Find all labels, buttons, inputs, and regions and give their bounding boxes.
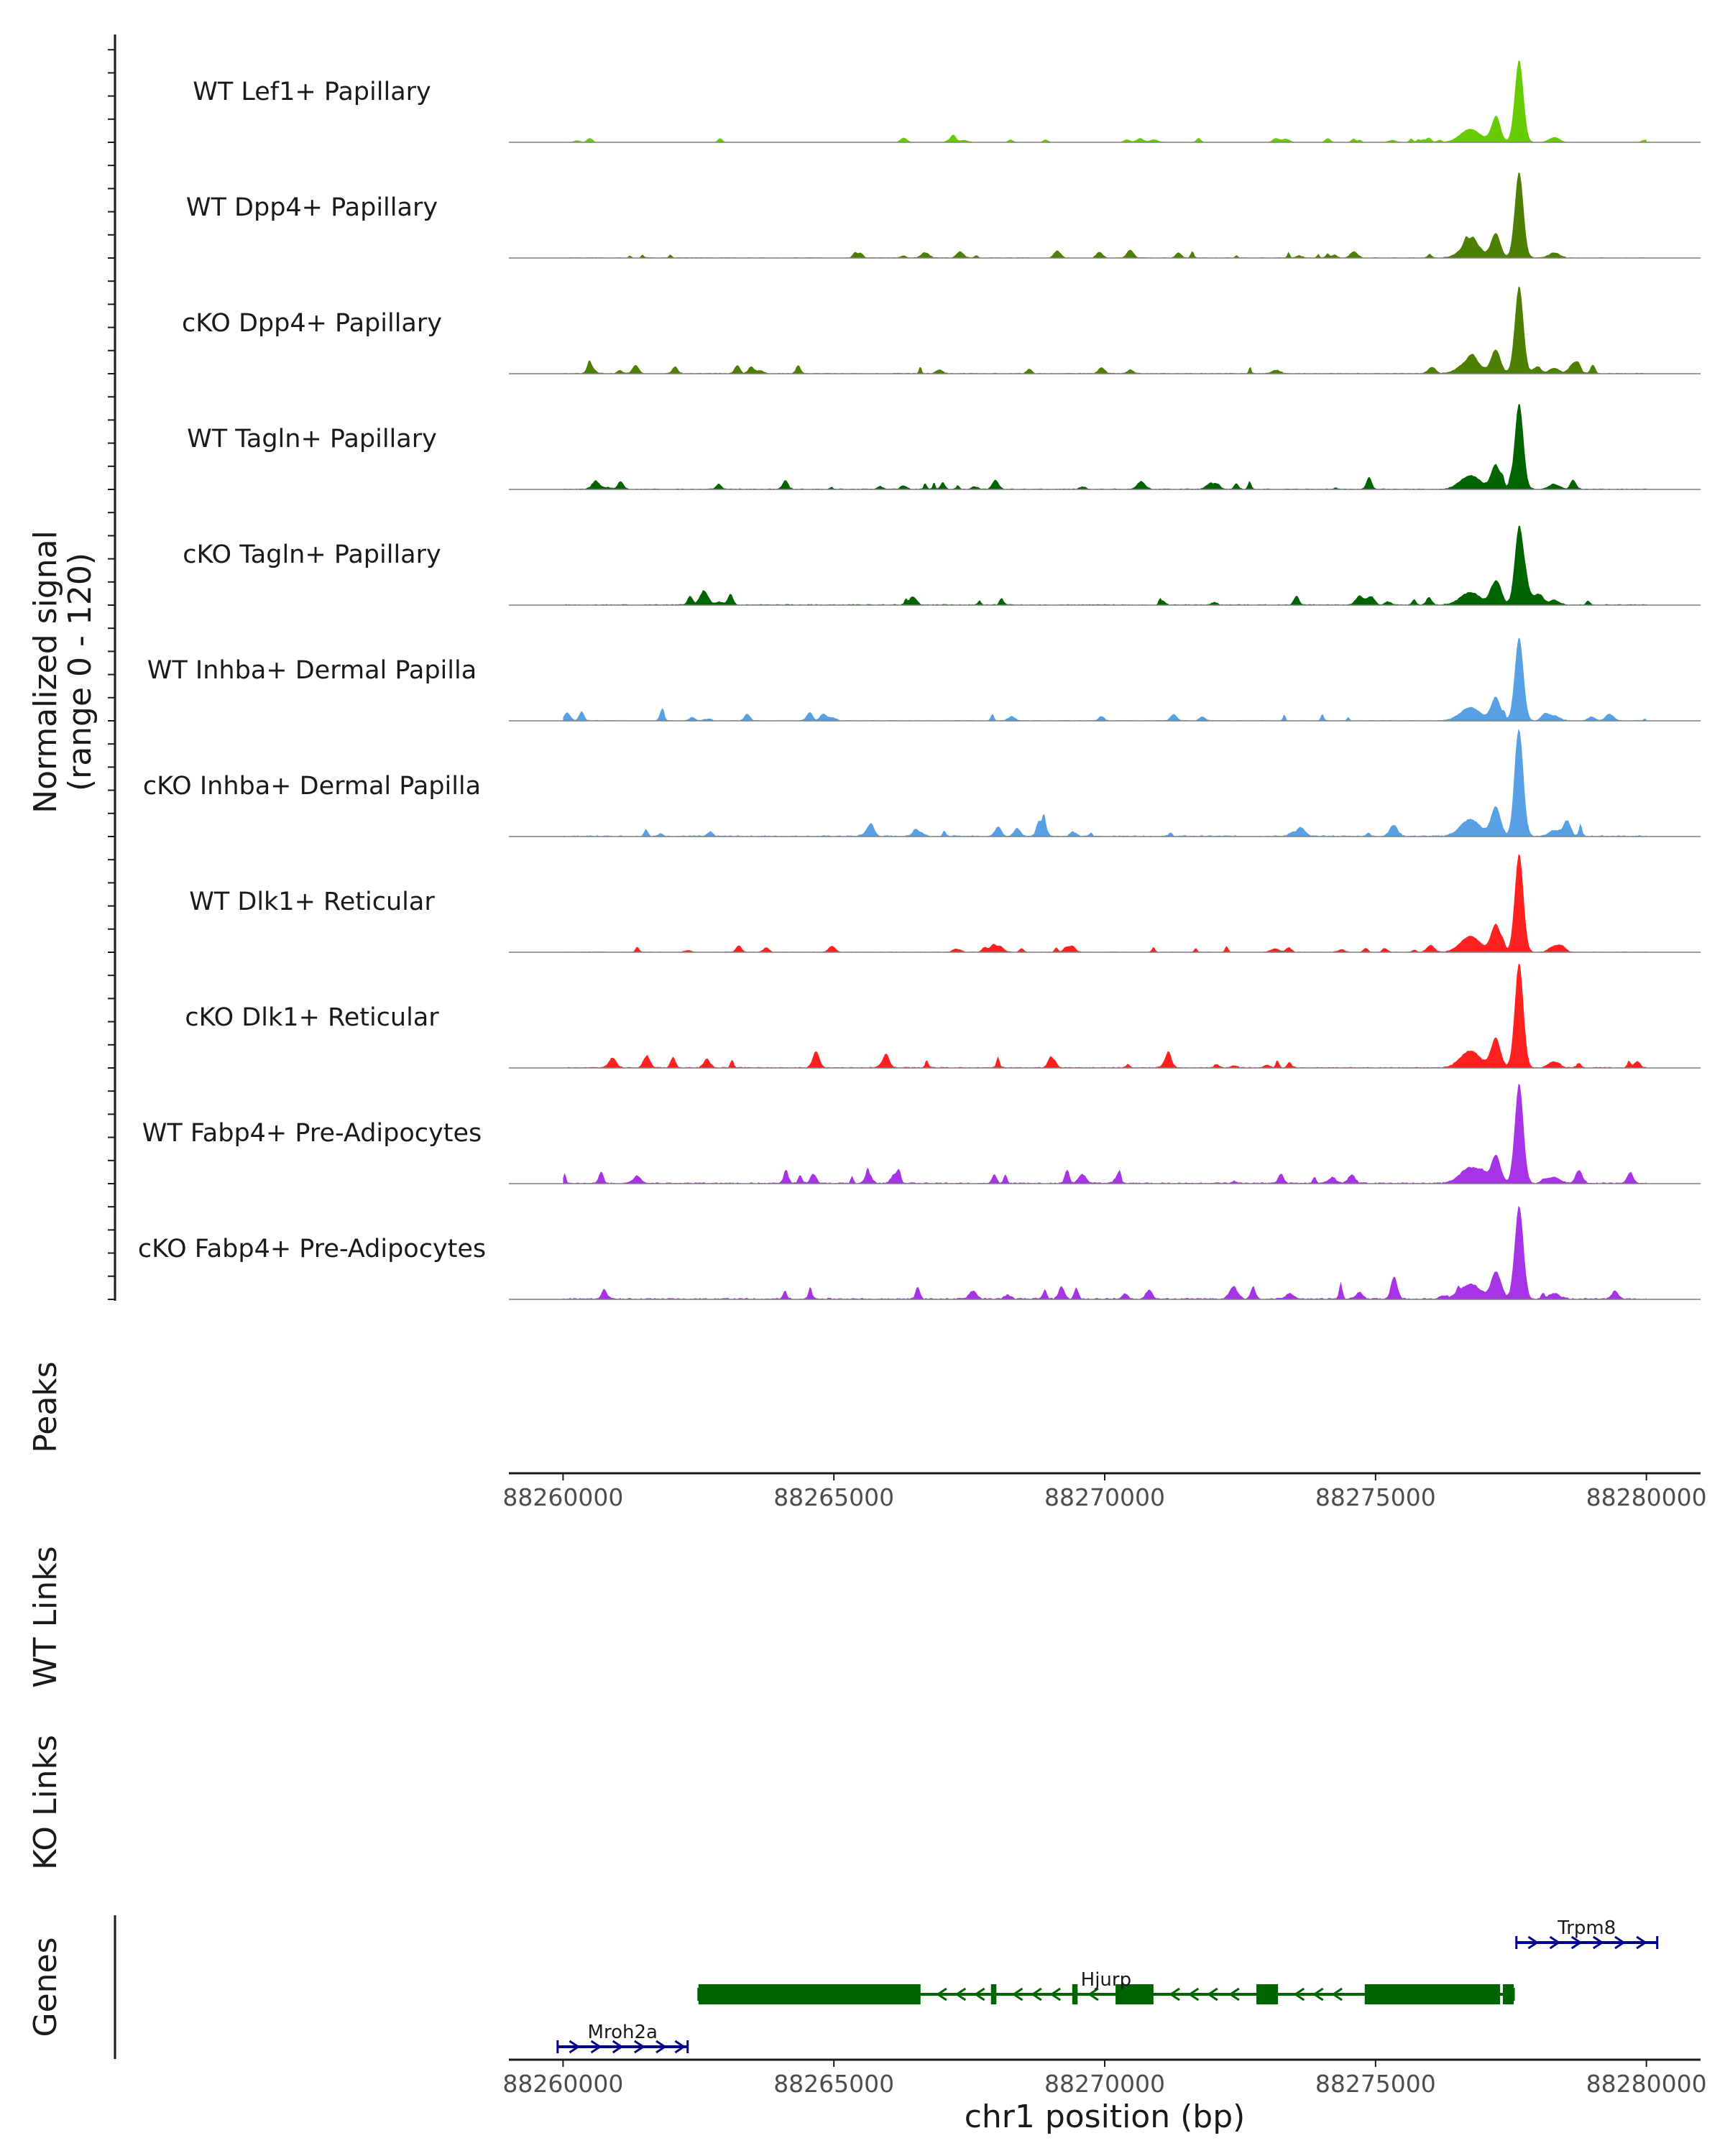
track-signal-area bbox=[563, 404, 1647, 489]
track-signal-area bbox=[563, 172, 1647, 258]
gene-name-label: Mroh2a bbox=[588, 2022, 658, 2043]
x-tick-label: 88275000 bbox=[1315, 2070, 1436, 2098]
gene-strand-arrow bbox=[1527, 1935, 1540, 1950]
gene-strand-arrow bbox=[973, 1987, 985, 2001]
track-label: WT Tagln+ Papillary bbox=[187, 425, 437, 453]
track-signal-area bbox=[563, 525, 1647, 605]
gene-strand-arrow bbox=[1049, 1987, 1062, 2001]
gene-strand-arrow bbox=[1614, 1935, 1626, 1950]
gene-strand-arrow bbox=[1187, 1987, 1200, 2001]
gene-trpm8: Trpm8 bbox=[1515, 1917, 1659, 1950]
gene-strand-arrow bbox=[1312, 1987, 1324, 2001]
gene-exon bbox=[1502, 1984, 1514, 2004]
coverage-y-title-line2: (range 0 - 120) bbox=[62, 553, 98, 791]
track-signal-area bbox=[563, 1083, 1647, 1184]
track-label: WT Fabp4+ Pre-Adipocytes bbox=[142, 1119, 482, 1148]
track-signal-area bbox=[563, 1205, 1647, 1299]
gene-name-label: Hjurp bbox=[1081, 1969, 1131, 1991]
gene-strand-arrow bbox=[634, 2040, 645, 2054]
track-label: cKO Dlk1+ Reticular bbox=[185, 1003, 439, 1032]
gene-strand-arrow bbox=[1549, 1935, 1561, 1950]
gene-exon bbox=[1072, 1984, 1078, 2004]
gene-exon bbox=[990, 1984, 997, 2004]
gene-exon bbox=[698, 1984, 921, 2004]
x-tick-label: 88275000 bbox=[1315, 1483, 1436, 1511]
track-signal-area bbox=[563, 637, 1647, 721]
track-label: WT Inhba+ Dermal Papilla bbox=[147, 656, 477, 685]
gene-name-label: Trpm8 bbox=[1557, 1917, 1616, 1939]
x-tick-label: 88270000 bbox=[1044, 2070, 1165, 2098]
coverage-y-ticks bbox=[108, 49, 115, 1300]
gene-strand-arrow bbox=[656, 2040, 667, 2054]
gene-strand-arrow bbox=[1228, 1987, 1240, 2001]
track-signal-area bbox=[563, 964, 1647, 1068]
gene-strand-arrow bbox=[569, 2040, 581, 2054]
track-signal-area bbox=[563, 729, 1647, 837]
wt-links-panel-title: WT Links bbox=[27, 1546, 64, 1687]
gene-strand-arrow bbox=[936, 1987, 947, 2001]
gene-strand-arrow bbox=[1087, 1987, 1099, 2001]
gene-strand-arrow bbox=[1169, 1987, 1180, 2001]
gene-strand-arrow bbox=[1592, 1935, 1604, 1950]
gene-strand-arrow bbox=[590, 2040, 602, 2054]
x-tick-label: 88260000 bbox=[502, 1483, 623, 1511]
ko-links-panel-title: KO Links bbox=[27, 1735, 64, 1870]
gene-strand-arrow bbox=[954, 1987, 967, 2001]
gene-strand-arrow bbox=[1570, 1935, 1583, 1950]
gene-models: Trpm8 Hjurp Mroh2a bbox=[556, 1917, 1659, 2054]
gene-strand-arrow bbox=[1207, 1987, 1218, 2001]
track-signal-area bbox=[563, 286, 1647, 374]
coverage-tracks: WT Lef1+ Papillary WT Dpp4+ Papillary cKO … bbox=[138, 60, 1701, 1300]
track-label: cKO Tagln+ Papillary bbox=[183, 540, 441, 569]
gene-strand-arrow bbox=[1031, 1987, 1042, 2001]
genes-x-axis: 88260000 88265000 88270000 88275000 88280000 bbox=[502, 2060, 1707, 2098]
track-label: WT Lef1+ Papillary bbox=[193, 78, 431, 106]
gene-exon bbox=[1256, 1984, 1279, 2004]
track-label: cKO Fabp4+ Pre-Adipocytes bbox=[138, 1235, 486, 1263]
track-label: WT Dpp4+ Papillary bbox=[186, 193, 438, 222]
track-label: cKO Dpp4+ Papillary bbox=[182, 309, 442, 338]
gene-strand-arrow bbox=[674, 2040, 686, 2054]
x-tick-label: 88260000 bbox=[502, 2070, 623, 2098]
gene-strand-arrow bbox=[1636, 1935, 1647, 1950]
x-tick-label: 88270000 bbox=[1044, 1483, 1165, 1511]
gene-strand-arrow bbox=[1011, 1987, 1024, 2001]
coverage-y-title-line1: Normalized signal bbox=[27, 530, 64, 814]
gene-exon bbox=[1364, 1984, 1501, 2004]
track-signal-area bbox=[563, 60, 1647, 142]
x-tick-label: 88280000 bbox=[1586, 2070, 1707, 2098]
peaks-x-axis: 88260000 88265000 88270000 88275000 88280000 bbox=[502, 1473, 1707, 1511]
x-tick-label: 88265000 bbox=[773, 1483, 894, 1511]
gene-hjurp: Hjurp bbox=[697, 1969, 1515, 2004]
track-signal-area bbox=[563, 854, 1647, 952]
gene-strand-arrow bbox=[1293, 1987, 1305, 2001]
peaks-panel-title: Peaks bbox=[27, 1361, 64, 1452]
x-axis-title: chr1 position (bp) bbox=[965, 2099, 1246, 2135]
x-tick-label: 88280000 bbox=[1586, 1483, 1707, 1511]
genes-panel-title: Genes bbox=[27, 1937, 64, 2037]
gene-exon bbox=[1116, 1984, 1154, 2004]
gene-strand-arrow bbox=[612, 2040, 624, 2054]
gene-mroh2a: Mroh2a bbox=[556, 2022, 689, 2054]
track-label: WT Dlk1+ Reticular bbox=[189, 888, 435, 916]
track-label: cKO Inhba+ Dermal Papilla bbox=[143, 772, 481, 801]
gene-strand-arrow bbox=[1331, 1987, 1343, 2001]
x-tick-label: 88265000 bbox=[773, 2070, 894, 2098]
